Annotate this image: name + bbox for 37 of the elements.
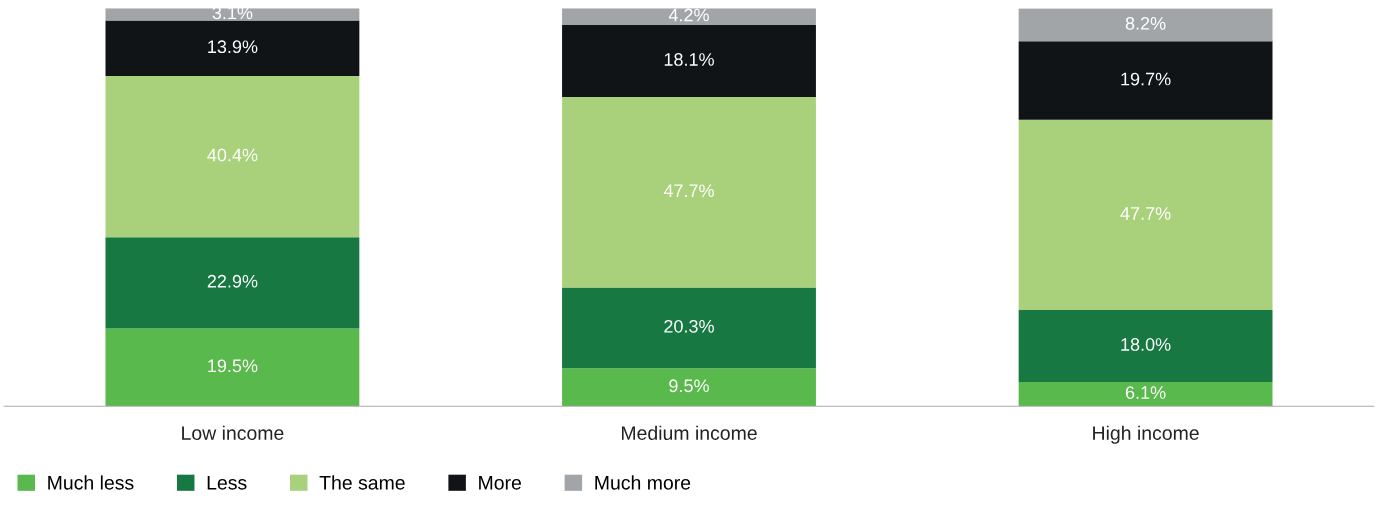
bar xyxy=(562,97,816,288)
bar xyxy=(105,20,360,76)
bar xyxy=(105,8,360,21)
data-label: 47.7% xyxy=(663,184,714,198)
bar xyxy=(562,368,816,407)
bar xyxy=(1018,119,1273,311)
bar xyxy=(1018,8,1273,42)
legend-label: More xyxy=(479,476,521,490)
data-label: 4.2% xyxy=(668,8,709,22)
data-label: 47.7% xyxy=(1120,207,1171,220)
data-label: 20.3% xyxy=(664,319,714,333)
data-label: 8.2% xyxy=(1125,16,1166,30)
data-label: 9.5% xyxy=(669,379,709,393)
legend-label: Less xyxy=(207,476,247,490)
legend-label: Much more xyxy=(595,475,691,490)
legend-label: The same xyxy=(319,475,405,490)
x-tick-label: Low income xyxy=(182,425,284,440)
data-label: 19.5% xyxy=(208,359,258,373)
bar xyxy=(105,328,360,407)
data-label: 22.9% xyxy=(207,274,258,288)
bar xyxy=(562,8,816,25)
bar xyxy=(105,237,360,329)
x-tick-label: Medium income xyxy=(621,425,757,440)
bar xyxy=(1018,41,1273,120)
data-label: 6.1% xyxy=(1125,386,1166,399)
data-label: 19.7% xyxy=(1121,72,1171,86)
bar xyxy=(562,287,816,369)
data-label: 13.9% xyxy=(208,40,258,54)
x-tick-label: High income xyxy=(1093,425,1199,444)
bar xyxy=(1018,310,1273,382)
legend-label: Much less xyxy=(48,475,134,490)
data-label: 40.4% xyxy=(207,148,258,162)
data-label: 18.1% xyxy=(664,53,714,66)
bar xyxy=(562,24,816,98)
data-label: 18.0% xyxy=(1121,338,1171,351)
bar xyxy=(1018,381,1273,407)
bar xyxy=(105,75,360,238)
